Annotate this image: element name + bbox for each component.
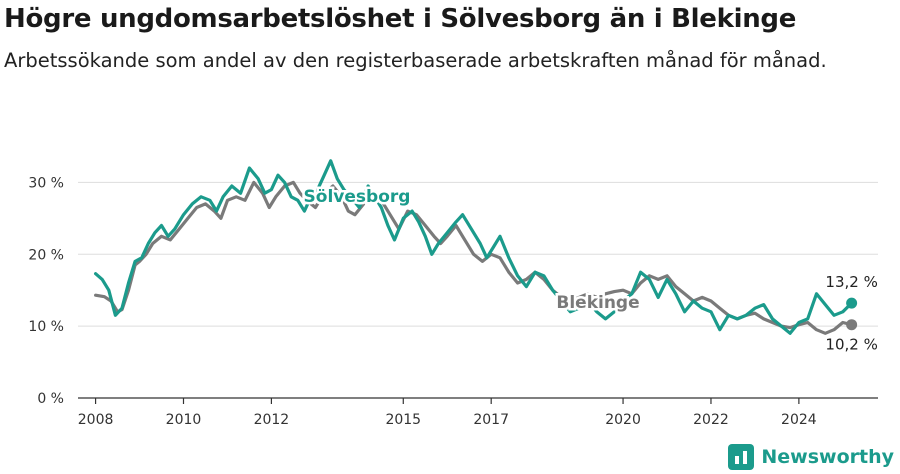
y-tick-label: 20 % <box>28 247 64 263</box>
series-line-solvesborg <box>94 159 854 335</box>
bar-chart-icon <box>728 444 755 470</box>
x-axis: 2008 2010 2012 2015 2017 2020 2022 2024 <box>78 397 878 428</box>
end-value-label-blekinge: 10,2 % <box>825 336 877 354</box>
x-tick-label: 2015 <box>385 412 421 428</box>
x-tick-label: 2017 <box>473 412 509 428</box>
series-line-blekinge <box>94 180 854 335</box>
x-tick-label: 2024 <box>781 412 817 428</box>
x-tick-label: 2022 <box>693 412 729 428</box>
brand-name: Newsworthy <box>761 446 894 468</box>
gridlines <box>78 181 878 327</box>
chart-title: Högre ungdomsarbetslöshet i Sölvesborg ä… <box>4 4 797 34</box>
x-tick-label: 2012 <box>254 412 290 428</box>
end-point-marker <box>846 319 858 331</box>
series-label-blekinge: Blekinge <box>556 293 639 313</box>
x-tick-label: 2020 <box>605 412 641 428</box>
y-tick-label: 30 % <box>28 175 64 191</box>
series-lines <box>94 159 858 335</box>
y-tick-label: 0 % <box>37 391 64 407</box>
end-value-label-solvesborg: 13,2 % <box>825 273 877 291</box>
newsworthy-logo: Newsworthy <box>728 444 894 470</box>
x-tick-label: 2008 <box>78 412 114 428</box>
y-axis-ticks: 0 % 10 % 20 % 30 % <box>28 175 64 407</box>
series-labels: Blekinge 10,2 % Sölvesborg 13,2 % <box>301 185 878 354</box>
x-tick-label: 2010 <box>166 412 202 428</box>
y-tick-label: 10 % <box>28 319 64 335</box>
series-label-solvesborg: Sölvesborg <box>304 187 411 207</box>
end-point-marker <box>846 297 858 309</box>
chart-subtitle: Arbetssökande som andel av den registerb… <box>4 49 827 72</box>
